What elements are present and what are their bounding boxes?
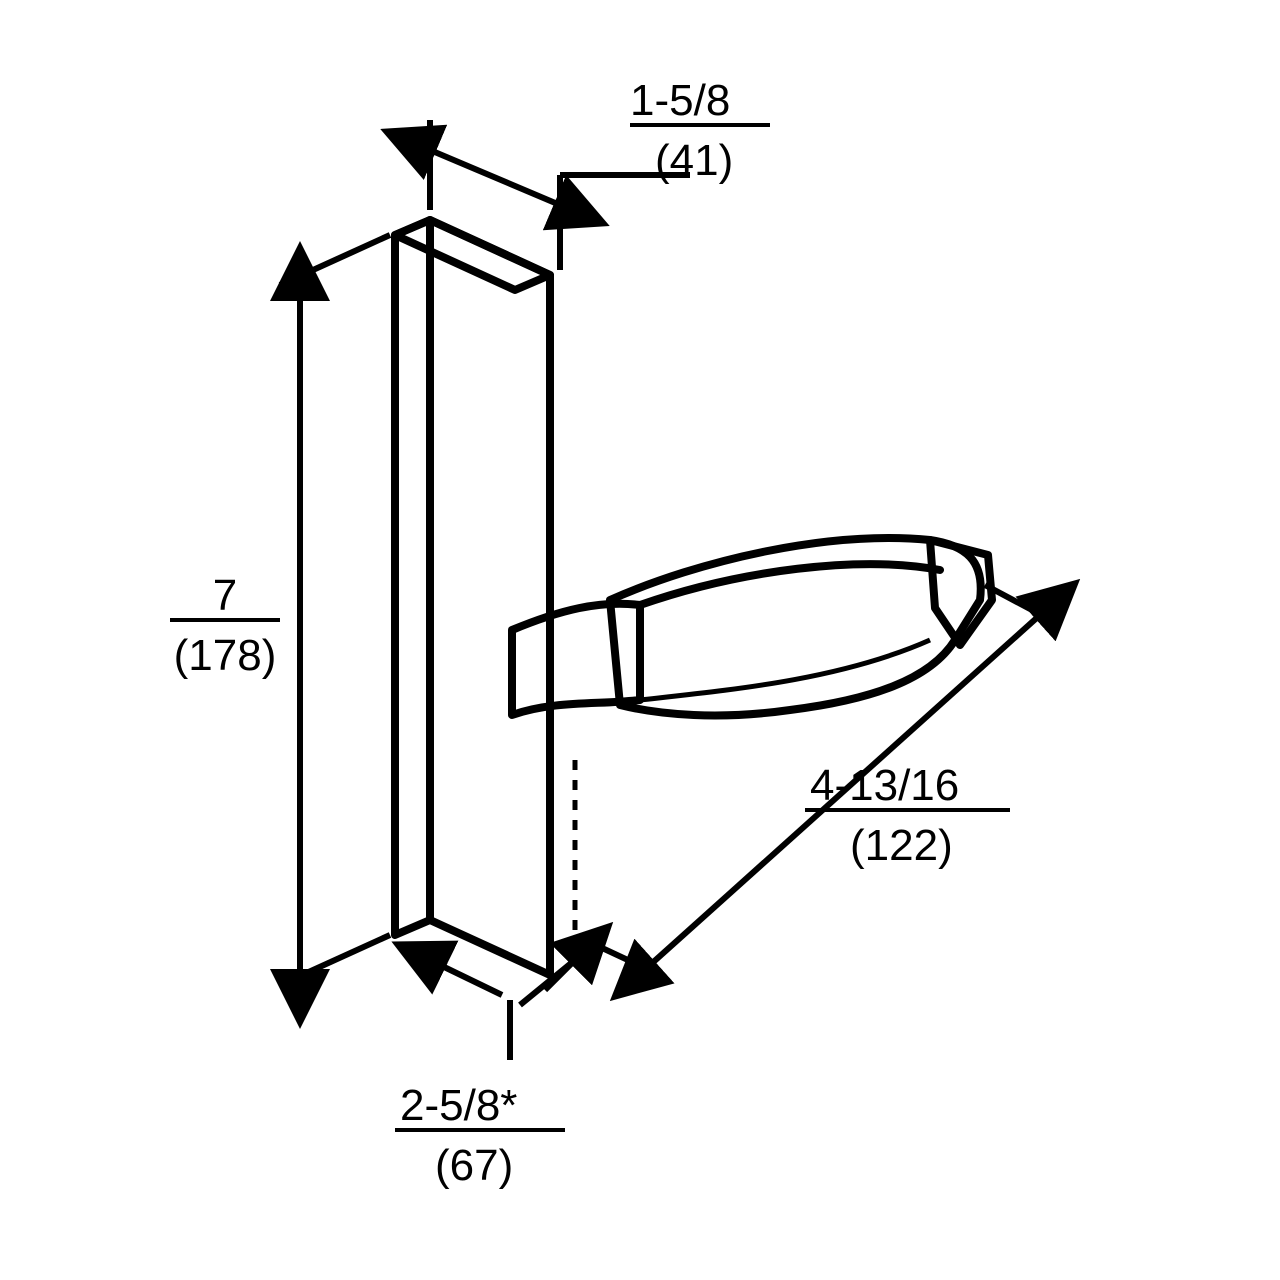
plate-side-face xyxy=(430,220,550,975)
dim-height-left: 7 (178) xyxy=(170,235,390,985)
svg-text:(41): (41) xyxy=(655,136,733,185)
dim-width-top-imperial: 1-5/8 xyxy=(630,76,730,125)
dimension-drawing: 1-5/8 (41) 7 (178) 4-13/16 (122) xyxy=(0,0,1280,1280)
dim-projection-imperial: 2-5/8* xyxy=(400,1081,517,1130)
svg-text:(122): (122) xyxy=(850,821,953,870)
svg-text:2-5/8*: 2-5/8* xyxy=(400,1081,517,1130)
svg-text:1-5/8: 1-5/8 xyxy=(630,76,730,125)
dim-height-metric: (178) xyxy=(174,631,277,680)
dim-projection: 2-5/8* (67) xyxy=(395,960,575,1190)
svg-text:4-13/16: 4-13/16 xyxy=(810,761,959,810)
svg-text:7: 7 xyxy=(213,571,237,620)
svg-text:(67): (67) xyxy=(435,1141,513,1190)
dim-lever-imperial: 4-13/16 xyxy=(810,761,959,810)
lever-handle xyxy=(512,538,992,715)
dim-height-imperial: 7 xyxy=(213,571,237,620)
dim-width-top-metric: (41) xyxy=(655,136,733,185)
plate-front-face xyxy=(395,220,430,935)
svg-text:(178): (178) xyxy=(174,631,277,680)
plate-top-face xyxy=(395,220,550,290)
dim-lever-metric: (122) xyxy=(850,821,953,870)
dim-lever-length: 4-13/16 (122) xyxy=(585,585,1060,975)
dim-projection-metric: (67) xyxy=(435,1141,513,1190)
